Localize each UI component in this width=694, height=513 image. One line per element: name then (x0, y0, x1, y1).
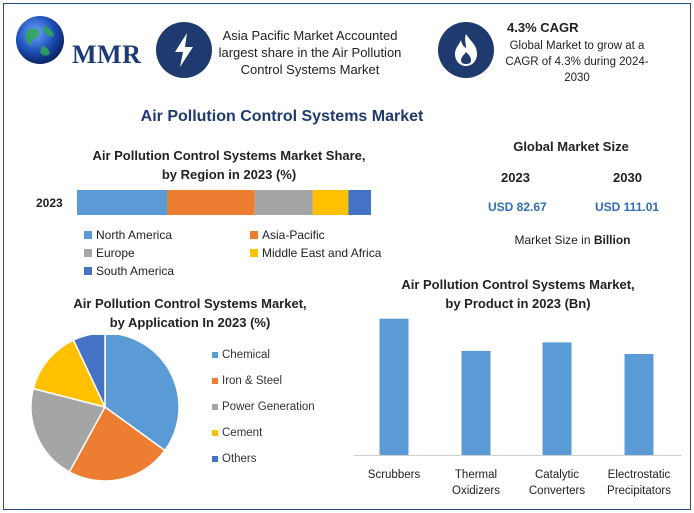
apac-share-line: largest share in the Air Pollution (218, 45, 402, 60)
market-size-unit: Market Size in Billion (485, 233, 660, 247)
legend-europe: Europe (84, 246, 135, 260)
legend-swatch (250, 249, 258, 257)
globe-icon (16, 16, 64, 64)
pie-legend-swatch (212, 456, 218, 462)
region-segment-2 (254, 190, 313, 215)
category-label: 2023 (36, 196, 63, 210)
pie-slice-4 (72, 335, 106, 408)
apac-share-text: Asia Pacific Market Accounted largest sh… (210, 27, 410, 78)
product-tick-label: Catalytic (535, 469, 579, 481)
global-market-size-title: Global Market Size (513, 139, 629, 154)
product-chart-title-line: by Product in 2023 (Bn) (445, 296, 591, 311)
region-segment-0 (77, 190, 168, 215)
pie-slice-0 (104, 335, 180, 452)
apac-share-line: Control Systems Market (240, 62, 380, 77)
region-chart-title-line: Air Pollution Control Systems Market Sha… (92, 148, 366, 163)
legend-label: South America (96, 264, 175, 278)
legend-south-america: South America (84, 264, 174, 278)
region-segment-3 (312, 190, 349, 215)
pie-legend-label: Iron & Steel (222, 375, 282, 387)
legend-label: North America (96, 228, 173, 242)
legend-swatch (84, 249, 92, 257)
pie-slice-2 (30, 387, 107, 473)
legend-swatch (250, 231, 258, 239)
flame-icon (438, 22, 494, 78)
region-chart-title-line: by Region in 2023 (%) (161, 167, 297, 182)
product-bar-3 (624, 354, 654, 455)
pie-legend-label: Power Generation (222, 401, 315, 413)
region-chart-title: Air Pollution Control Systems Market Sha… (40, 146, 418, 184)
cagr-line: Global Market to grow at a (509, 40, 645, 52)
product-tick-label: Converters (529, 485, 585, 497)
pie-slice-1 (68, 405, 166, 482)
unit-bold: Billion (593, 233, 631, 247)
cagr-description: Global Market to grow at a CAGR of 4.3% … (498, 38, 656, 86)
unit-prefix: Market Size in (514, 233, 594, 247)
apac-share-line: Asia Pacific Market Accounted (222, 28, 398, 43)
product-tick-label: Thermal (455, 469, 497, 481)
legend-swatch (84, 231, 92, 239)
application-pie-chart: Chemical Iron & Steel Power Generation Ceme… (30, 335, 315, 482)
legend-middle-east-africa: Middle East and Africa (250, 246, 381, 260)
product-chart-title: Air Pollution Control Systems Market, by… (360, 275, 676, 313)
legend-swatch (84, 267, 92, 275)
product-bar-0 (379, 318, 409, 455)
product-bar-2 (542, 342, 572, 455)
mmr-logo: MMR (12, 10, 142, 70)
application-chart-title: Air Pollution Control Systems Market, by… (40, 294, 340, 332)
application-chart-title-line: Air Pollution Control Systems Market, (73, 296, 307, 311)
year-2023-label: 2023 (501, 170, 530, 185)
pie-legend-swatch (212, 378, 218, 384)
application-chart-title-line: by Application In 2023 (%) (109, 315, 271, 330)
product-bar-chart: Scrubbers Thermal Oxidizers Catalytic Conver… (354, 318, 682, 497)
pie-legend-swatch (212, 430, 218, 436)
pie-legend-label: Chemical (222, 349, 270, 361)
product-tick-label: Electrostatic (608, 469, 671, 481)
legend-label: Middle East and Africa (262, 246, 382, 260)
infographic-frame (3, 3, 691, 510)
cagr-line: 2030 (564, 72, 590, 84)
region-segment-4 (348, 190, 371, 215)
pie-legend-label: Cement (222, 427, 263, 439)
pie-legend-swatch (212, 404, 218, 410)
logo-text: MMR (72, 40, 142, 69)
product-bar-1 (461, 350, 491, 455)
main-title: Air Pollution Control Systems Market (140, 108, 424, 125)
legend-asia-pacific: Asia-Pacific (250, 228, 325, 242)
region-stacked-bar-chart: 2023 (36, 190, 371, 215)
product-tick-label: Oxidizers (452, 485, 500, 497)
product-chart-title-line: Air Pollution Control Systems Market, (401, 277, 635, 292)
product-tick-label: Precipitators (607, 485, 671, 497)
cagr-title: 4.3% CAGR (507, 20, 579, 35)
product-tick-label: Scrubbers (368, 469, 421, 481)
legend-north-america: North America (84, 228, 172, 242)
pie-slice-3 (32, 339, 107, 409)
legend-label: Europe (96, 246, 135, 260)
cagr-line: CAGR of 4.3% during 2024- (505, 56, 649, 68)
pie-legend-swatch (212, 352, 218, 358)
legend-label: Asia-Pacific (262, 228, 325, 242)
region-segment-1 (167, 190, 255, 215)
lightning-bolt-icon (156, 22, 212, 78)
pie-legend-label: Others (222, 453, 257, 465)
market-value-2023: USD 82.67 (488, 200, 547, 214)
year-2030-label: 2030 (613, 170, 642, 185)
market-value-2030: USD 111.01 (595, 200, 660, 214)
